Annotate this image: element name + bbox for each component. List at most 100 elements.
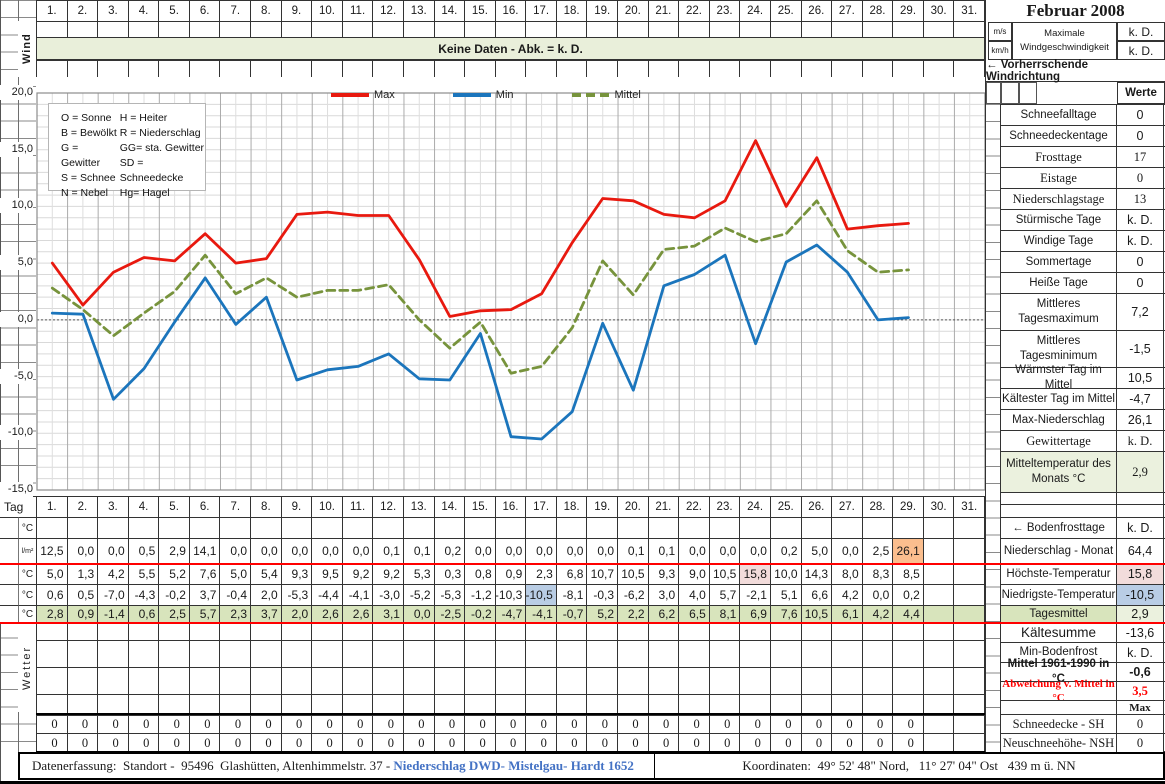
value-cell[interactable]: -3,0 [373, 585, 404, 605]
wetter-cell[interactable] [465, 623, 496, 640]
stat-label[interactable]: Niedrigste-Temperatur [1000, 585, 1117, 605]
wetter-cell[interactable] [587, 668, 619, 694]
day-header-cell[interactable]: 26. [802, 1, 833, 21]
wetter-cell[interactable] [37, 695, 68, 715]
tag-day-cell[interactable]: 14. [435, 497, 466, 517]
wetter-cell[interactable] [68, 623, 99, 640]
value-cell[interactable]: 0,1 [404, 539, 435, 563]
zero-cell[interactable]: 0 [98, 716, 129, 733]
wetter-cell[interactable] [587, 641, 619, 667]
zero-cell[interactable]: 0 [343, 716, 374, 733]
wetter-cell[interactable] [251, 668, 282, 694]
wetter-cell[interactable] [893, 641, 924, 667]
wetter-cell[interactable] [129, 695, 160, 715]
tag-day-cell[interactable]: 25. [771, 497, 802, 517]
value-cell[interactable]: 10,7 [587, 564, 619, 584]
value-cell[interactable]: 9,0 [679, 564, 710, 584]
stat-label[interactable]: Sommertage [1000, 252, 1117, 272]
zero-cell[interactable]: 0 [740, 716, 771, 733]
stat-value[interactable]: -10,5 [1116, 585, 1164, 605]
stat-label[interactable] [1000, 701, 1117, 714]
wetter-cell[interactable] [832, 641, 863, 667]
wetter-cell[interactable] [465, 641, 496, 667]
wetter-cell[interactable] [618, 623, 649, 640]
value-cell[interactable]: -4,1 [526, 606, 557, 622]
wetter-cell[interactable] [435, 641, 466, 667]
wetter-cell[interactable] [404, 623, 435, 640]
wetter-cell[interactable] [771, 668, 802, 694]
value-cell[interactable] [924, 564, 955, 584]
wetter-cell[interactable] [98, 668, 129, 694]
value-cell[interactable]: -0,3 [587, 585, 619, 605]
value-cell[interactable]: 3,1 [373, 606, 404, 622]
zero-cell[interactable]: 0 [190, 716, 221, 733]
stat-value[interactable]: k. D. [1116, 518, 1164, 538]
value-cell[interactable]: 8,0 [832, 564, 863, 584]
value-cell[interactable]: 8,1 [709, 606, 741, 622]
wetter-cell[interactable] [37, 641, 68, 667]
value-cell[interactable]: -4,7 [495, 606, 527, 622]
wind-cell[interactable] [68, 61, 99, 77]
stat-value[interactable]: 0 [1116, 734, 1164, 752]
wind-cell[interactable] [251, 61, 282, 77]
wetter-cell[interactable] [771, 641, 802, 667]
value-cell[interactable]: 2,0 [281, 606, 313, 622]
value-cell[interactable]: 5,2 [587, 606, 619, 622]
wetter-cell[interactable] [710, 695, 741, 715]
stat-label[interactable]: Tagesmittel [1000, 606, 1117, 622]
tag-day-cell[interactable]: 5. [159, 497, 190, 517]
zero-cell[interactable]: 0 [496, 716, 527, 733]
wetter-cell[interactable] [618, 695, 649, 715]
wetter-cell[interactable] [802, 668, 833, 694]
day-header-cell[interactable]: 17. [526, 1, 557, 21]
tag-day-cell[interactable]: 31. [954, 497, 985, 517]
wind-cell[interactable] [618, 61, 649, 77]
value-cell[interactable]: 0,0 [587, 539, 619, 563]
zero-cell[interactable]: 0 [465, 716, 496, 733]
wetter-cell[interactable] [649, 623, 680, 640]
wind-cell[interactable] [954, 61, 985, 77]
value-cell[interactable]: -0,2 [159, 585, 190, 605]
value-cell[interactable]: 0,1 [618, 539, 649, 563]
day-header-cell[interactable]: 10. [312, 1, 343, 21]
day-header-cell[interactable]: 19. [587, 1, 619, 21]
max-wind-speed-value-kmh[interactable]: k. D. [1117, 41, 1165, 60]
stat-label[interactable] [1000, 493, 1117, 504]
stat-value[interactable]: 0 [1116, 715, 1164, 733]
value-cell[interactable]: 0,2 [435, 539, 466, 563]
stat-value[interactable]: 13 [1116, 189, 1164, 209]
stat-value[interactable]: 0 [1116, 252, 1164, 272]
stat-label[interactable]: Schneedecke - SH [1000, 715, 1117, 733]
value-cell[interactable]: 5,0 [37, 564, 68, 584]
value-cell[interactable]: 6,8 [557, 564, 588, 584]
value-cell[interactable] [863, 518, 894, 538]
chart-area[interactable]: Max Min Mittel O = Sonne B = Bewölkt G = Gewi… [36, 77, 985, 496]
zero-cell[interactable]: 0 [68, 734, 99, 752]
wetter-cell[interactable] [863, 695, 894, 715]
value-cell[interactable]: -6,2 [618, 585, 649, 605]
value-cell[interactable]: -8,1 [557, 585, 588, 605]
value-cell[interactable]: -2,5 [434, 606, 466, 622]
stat-label[interactable]: Stürmische Tage [1000, 210, 1117, 230]
wind-cell[interactable] [159, 61, 190, 77]
stat-label[interactable]: Gewittertage [1000, 431, 1117, 451]
day-header-cell[interactable]: 18. [557, 1, 588, 21]
wind-cell[interactable] [190, 22, 221, 37]
day-header-cell[interactable]: 20. [618, 1, 649, 21]
stat-value[interactable]: 0 [1116, 126, 1164, 146]
value-cell[interactable]: 0,0 [68, 539, 99, 563]
zero-cell[interactable]: 0 [587, 716, 619, 733]
zero-cell[interactable]: 0 [282, 716, 313, 733]
stat-label[interactable]: Mittleres Tagesmaximum [1000, 294, 1117, 330]
stat-value[interactable]: 0 [1116, 168, 1164, 188]
wind-cell[interactable] [893, 61, 924, 77]
stat-value[interactable]: -13,6 [1116, 623, 1164, 642]
value-cell[interactable] [220, 518, 252, 538]
wind-cell[interactable] [771, 22, 802, 37]
zero-cell[interactable]: 0 [893, 716, 924, 733]
tag-day-cell[interactable]: 4. [129, 497, 160, 517]
value-cell[interactable] [129, 518, 160, 538]
zero-cell[interactable]: 0 [282, 734, 313, 752]
zero-cell[interactable]: 0 [802, 716, 833, 733]
value-cell[interactable]: -10,5 [526, 585, 557, 605]
